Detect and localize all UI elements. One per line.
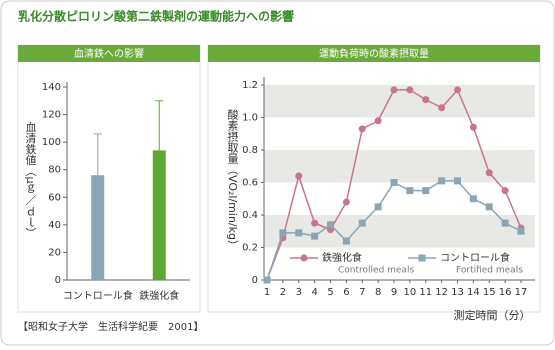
marker <box>390 86 398 94</box>
panel-title: 運動負荷時の酸素摂取量 <box>319 47 429 60</box>
marker <box>454 86 461 94</box>
legend-marker <box>418 254 426 262</box>
legend-label: コントロール食 <box>440 251 510 264</box>
marker <box>422 187 430 195</box>
y-tick-label: 0.6 <box>242 178 258 189</box>
marker <box>374 117 382 125</box>
x-tick-label: 12 <box>435 287 448 298</box>
y-tick-label: 0.2 <box>242 243 258 254</box>
x-tick-label: 11 <box>419 287 432 298</box>
legend-marker <box>300 254 308 262</box>
x-tick-label: 4 <box>311 287 317 298</box>
marker <box>406 86 414 94</box>
marker <box>485 169 493 177</box>
y-tick-label: 40 <box>48 220 61 231</box>
band <box>264 150 535 183</box>
x-tick-label: 15 <box>483 287 496 298</box>
x-tick-label: 3 <box>296 287 302 298</box>
marker <box>374 203 382 211</box>
marker <box>342 237 350 245</box>
y-tick-label: 0 <box>55 275 61 286</box>
x-tick-label: 7 <box>359 287 365 298</box>
panel-header <box>208 45 540 62</box>
marker <box>422 96 430 104</box>
x-tick-label: 13 <box>451 287 464 298</box>
y-tick-label: 20 <box>48 247 61 258</box>
marker <box>406 187 414 195</box>
x-tick-label: 14 <box>467 287 480 298</box>
x-tick-label: 5 <box>327 287 333 298</box>
y-tick-label: 0.8 <box>242 145 258 156</box>
x-tick-label: 16 <box>499 287 512 298</box>
x-axis-title: 測定時間（分） <box>454 308 531 322</box>
x-tick-label: 17 <box>515 287 528 298</box>
marker <box>311 232 319 240</box>
legend-bg <box>282 251 530 277</box>
x-tick-label: 2 <box>280 287 286 298</box>
x-tick-label: 1 <box>264 287 270 298</box>
marker <box>279 229 287 237</box>
marker <box>358 219 366 227</box>
legend-sublabel: Controlled meals <box>338 266 414 276</box>
y-tick-label: 0 <box>252 275 258 286</box>
marker <box>390 179 398 186</box>
marker <box>501 219 509 227</box>
marker <box>438 104 446 112</box>
marker <box>311 219 319 227</box>
y-tick-label: 1.0 <box>242 113 258 124</box>
marker <box>295 172 303 180</box>
y-axis-title: 酸素摂取量（VO₂l/min/kg） <box>226 108 239 251</box>
page-title: 乳化分散ピロリン酸第二鉄製剤の運動能力への影響 <box>18 9 294 24</box>
panel-header <box>18 45 200 62</box>
x-tick-label: 9 <box>391 287 397 298</box>
y-tick-label: 100 <box>42 137 61 148</box>
x-tick-label: 鉄強化食 <box>139 289 179 302</box>
y-tick-label: 140 <box>42 82 61 93</box>
bar <box>91 175 105 280</box>
marker <box>485 203 493 211</box>
marker <box>501 187 509 195</box>
y-tick-label: 120 <box>42 110 61 121</box>
y-axis-title: 血清鉄値（μｇ／ｄｌ） <box>24 120 37 238</box>
x-tick-label: コントロール食 <box>63 289 133 302</box>
marker <box>327 221 334 229</box>
x-tick-label: 10 <box>404 287 417 298</box>
marker <box>454 177 461 185</box>
x-tick-label: 6 <box>343 287 349 298</box>
panel-title: 血清鉄への影響 <box>74 47 144 60</box>
legend-label: 鉄強化食 <box>322 251 362 264</box>
legend-sublabel: Fortified meals <box>456 266 523 276</box>
marker <box>342 198 350 206</box>
bar <box>152 150 166 280</box>
y-tick-label: 60 <box>48 192 61 203</box>
band <box>264 215 535 248</box>
y-tick-label: 0.4 <box>242 210 258 221</box>
marker <box>469 195 477 203</box>
y-tick-label: 1.2 <box>242 80 258 91</box>
marker <box>469 123 477 131</box>
marker <box>295 229 303 237</box>
x-tick-label: 8 <box>375 287 381 298</box>
y-tick-label: 80 <box>48 165 61 176</box>
marker <box>517 227 525 235</box>
marker <box>438 177 446 185</box>
marker <box>358 125 366 133</box>
marker <box>263 276 271 284</box>
footer: 【昭和女子大学 生活科学紀要 2001】 <box>18 320 203 333</box>
